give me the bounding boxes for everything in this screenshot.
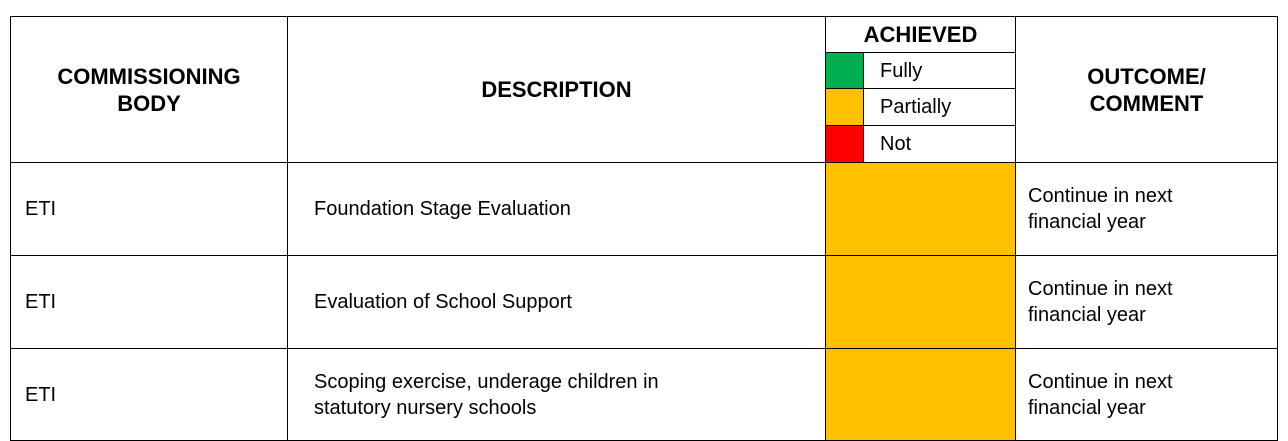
status-cell (825, 348, 1016, 441)
cell-text: ETI (25, 198, 57, 220)
header-cell: COMMISSIONING BODY (10, 16, 288, 163)
legend-swatch (825, 125, 864, 163)
header-cell: DESCRIPTION (287, 16, 826, 163)
table-cell: Evaluation of School Support (287, 255, 826, 349)
legend-text: Not (880, 133, 912, 155)
table-cell: Continue in next financial year (1015, 348, 1278, 441)
cell-text: Continue in next financial year (1028, 278, 1173, 326)
legend-cell: Not (863, 125, 1016, 163)
legend-text: Partially (880, 96, 952, 118)
table-cell: ETI (10, 162, 288, 256)
table-cell: Foundation Stage Evaluation (287, 162, 826, 256)
cell-text: ETI (25, 291, 57, 313)
cell-text: Foundation Stage Evaluation (314, 198, 571, 220)
legend-cell: Fully (863, 52, 1016, 89)
header-cell: OUTCOME/ COMMENT (1015, 16, 1278, 163)
table-cell: ETI (10, 255, 288, 349)
header-cell: ACHIEVED (825, 16, 1016, 53)
header-text: DESCRIPTION (481, 77, 632, 102)
legend-swatch (825, 52, 864, 89)
cell-text: ETI (25, 383, 57, 406)
header-text: COMMISSIONING BODY (57, 63, 241, 116)
table-cell: Continue in next financial year (1015, 162, 1278, 256)
cell-text: Continue in next financial year (1028, 370, 1173, 419)
cell-text: Continue in next financial year (1028, 185, 1173, 233)
legend-swatch (825, 88, 864, 126)
table-cell: Scoping exercise, underage children in s… (287, 348, 826, 441)
header-text: OUTCOME/ COMMENT (1087, 63, 1206, 116)
cell-text: Evaluation of School Support (314, 291, 572, 313)
header-text: ACHIEVED (863, 22, 978, 47)
status-cell (825, 162, 1016, 256)
legend-text: Fully (880, 59, 923, 82)
table-cell: Continue in next financial year (1015, 255, 1278, 349)
status-cell (825, 255, 1016, 349)
legend-cell: Partially (863, 88, 1016, 126)
table-cell: ETI (10, 348, 288, 441)
cell-text: Scoping exercise, underage children in s… (314, 370, 659, 419)
